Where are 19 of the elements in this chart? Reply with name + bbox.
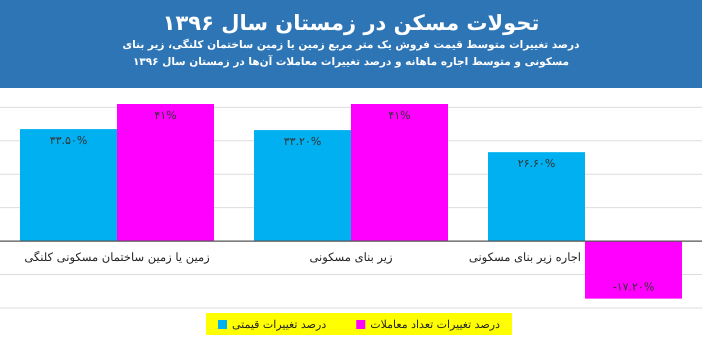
legend-label: درصد تغییرات قیمتی: [232, 318, 326, 331]
data-label: ۳۳.۲۰%: [284, 135, 322, 148]
bar: [585, 241, 682, 299]
chart-subtitle: درصد تغییرات متوسط قیمت فروش یک متر مربع زمین یا زمین ساختمان کلنگی، زیر بنای مسکونی و متوسط اجاره ماهانه و درصد تغییرات معاملات آن‌ها در زمستان سال ۱۳۹۶: [121, 38, 580, 70]
legend-label: درصد تغییرات تعداد معاملات: [370, 318, 500, 331]
bar: [351, 104, 448, 242]
data-label: ۲۶.۶۰%: [518, 157, 556, 170]
x-tick-label: اجاره زیر بنای مسکونی: [468, 250, 581, 264]
chart-title: تحولات مسکن در زمستان سال ۱۳۹۶: [162, 11, 540, 36]
bar: [254, 130, 351, 242]
x-tick-label: زیر بنای مسکونی: [309, 250, 393, 264]
bar: [117, 104, 214, 242]
bar: [20, 129, 117, 242]
data-label: ۴۱%: [154, 109, 177, 122]
bar: [488, 152, 585, 242]
x-tick-label: زمین یا زمین ساختمان مسکونی کلنگی: [24, 250, 210, 264]
data-label: -۱۷.۲۰%: [612, 280, 654, 294]
data-label: ۳۳.۵۰%: [50, 134, 88, 148]
data-label: ۴۱%: [388, 109, 411, 122]
